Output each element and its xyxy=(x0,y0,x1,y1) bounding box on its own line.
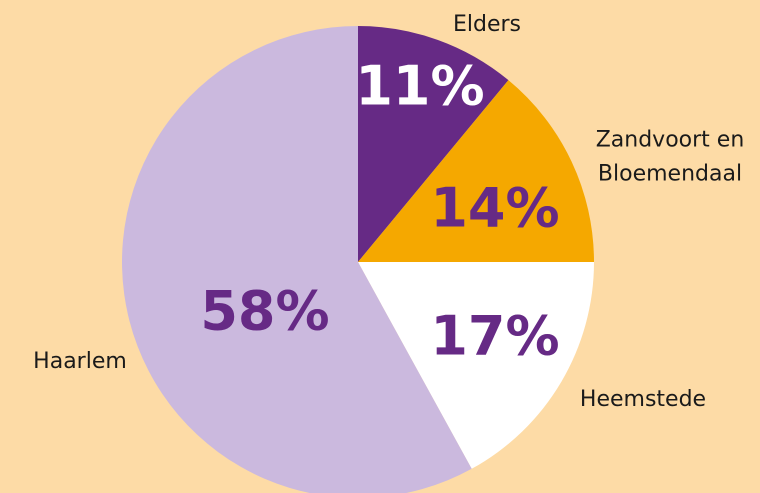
pie-slice xyxy=(358,80,594,262)
category-label: Elders xyxy=(453,12,521,37)
data-label: 14% xyxy=(430,177,559,240)
category-label: Zandvoort en Bloemendaal xyxy=(596,127,745,186)
data-label: 58% xyxy=(200,280,329,343)
category-label: Heemstede xyxy=(580,387,706,412)
pie-slice xyxy=(122,26,472,493)
pie-slice xyxy=(358,26,509,262)
pie-slice xyxy=(358,262,594,469)
category-label: Haarlem xyxy=(33,349,127,374)
data-label: 17% xyxy=(430,305,559,368)
data-label: 11% xyxy=(355,55,484,118)
